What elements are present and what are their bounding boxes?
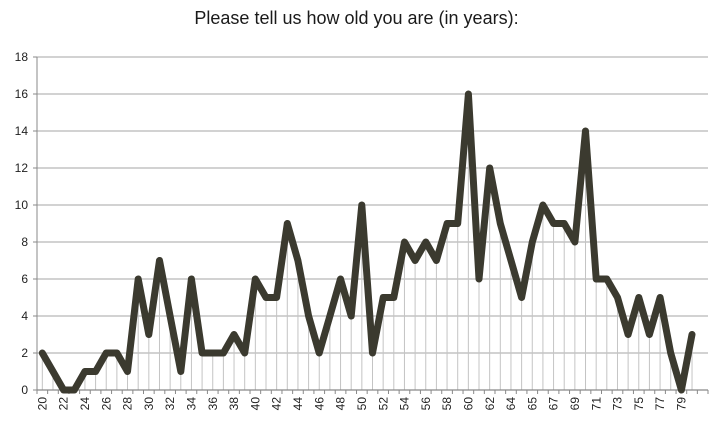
y-tick-label: 16: [15, 87, 29, 101]
x-tick-label: 44: [291, 397, 305, 411]
x-tick-label: 54: [398, 397, 412, 411]
x-tick-label: 71: [589, 397, 603, 411]
chart-title: Please tell us how old you are (in years…: [194, 8, 519, 28]
x-tick-label: 67: [547, 397, 561, 411]
x-tick-label: 50: [355, 397, 369, 411]
x-tick-label: 32: [163, 397, 177, 411]
x-tick-label: 73: [611, 397, 625, 411]
y-tick-label: 18: [15, 50, 29, 64]
x-tick-label: 56: [419, 397, 433, 411]
x-tick-label: 42: [270, 397, 284, 411]
x-tick-label: 77: [653, 397, 667, 411]
x-tick-label: 28: [121, 397, 135, 411]
y-tick-label: 2: [21, 346, 28, 360]
y-tick-label: 8: [21, 235, 28, 249]
x-tick-label: 65: [525, 397, 539, 411]
x-tick-label: 22: [57, 397, 71, 411]
x-tick-label: 64: [504, 397, 518, 411]
x-tick-label: 69: [568, 397, 582, 411]
x-tick-label: 26: [99, 397, 113, 411]
x-tick-label: 40: [248, 397, 262, 411]
x-tick-label: 79: [674, 397, 688, 411]
x-tick-label: 36: [206, 397, 220, 411]
y-tick-label: 6: [21, 272, 28, 286]
x-tick-label: 30: [142, 397, 156, 411]
x-tick-label: 52: [376, 397, 390, 411]
y-tick-label: 12: [15, 161, 29, 175]
x-tick-label: 38: [227, 397, 241, 411]
y-tick-label: 10: [15, 198, 29, 212]
data-line: [38, 90, 696, 394]
x-tick-label: 20: [35, 397, 49, 411]
y-tick-label: 14: [15, 124, 29, 138]
y-tick-label: 4: [21, 309, 28, 323]
x-tick-label: 34: [184, 397, 198, 411]
x-tick-label: 46: [312, 397, 326, 411]
x-tick-label: 60: [461, 397, 475, 411]
x-tick-label: 62: [483, 397, 497, 411]
x-tick-label: 58: [440, 397, 454, 411]
x-tick-label: 75: [632, 397, 646, 411]
y-tick-label: 0: [21, 383, 28, 397]
x-tick-label: 24: [78, 397, 92, 411]
x-tick-label: 48: [334, 397, 348, 411]
